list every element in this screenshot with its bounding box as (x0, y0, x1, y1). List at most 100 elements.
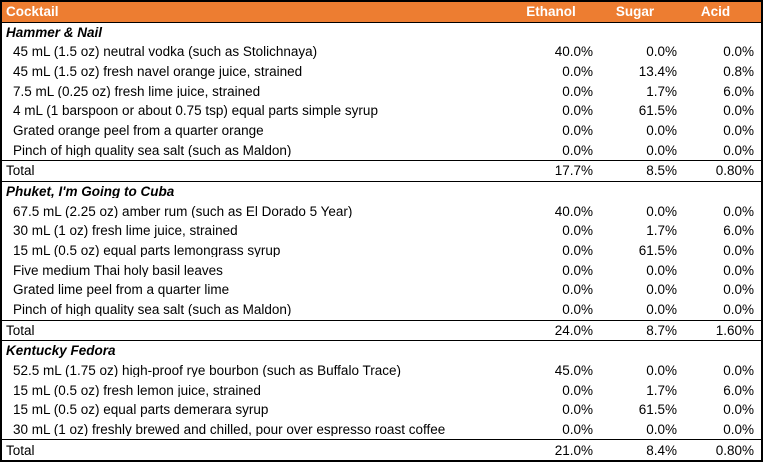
sugar-cell[interactable]: 0.0% (646, 422, 677, 437)
ethanol-cell[interactable]: 0.0% (562, 65, 593, 79)
ingredient-cell[interactable]: 15 mL (0.5 oz) fresh lemon juice, strain… (13, 383, 261, 398)
sugar-cell[interactable]: 0.0% (646, 302, 677, 317)
ingredient-row: 30 mL (1 oz) freshly brewed and chilled,… (2, 420, 761, 440)
ingredient-cell[interactable]: 45 mL (1.5 oz) fresh navel orange juice,… (13, 65, 303, 79)
ingredient-row: Grated orange peel from a quarter orange… (2, 121, 761, 141)
sugar-cell[interactable]: 0.0% (646, 263, 677, 278)
acid-cell[interactable]: 0.0% (723, 143, 754, 158)
ethanol-cell[interactable]: 0.0% (562, 283, 593, 297)
total-label[interactable]: Total (6, 164, 35, 178)
acid-cell[interactable]: 0.0% (723, 283, 754, 297)
total-row: Total 21.0% 8.4% 0.80% (2, 439, 761, 460)
ethanol-cell[interactable]: 0.0% (562, 302, 593, 317)
ingredient-cell[interactable]: Pinch of high quality sea salt (such as … (13, 143, 292, 158)
total-label[interactable]: Total (6, 323, 35, 338)
ethanol-cell[interactable]: 0.0% (562, 143, 593, 158)
sugar-cell[interactable]: 13.4% (638, 65, 677, 79)
ethanol-cell[interactable]: 0.0% (562, 124, 593, 138)
ingredient-cell[interactable]: Grated orange peel from a quarter orange (13, 124, 264, 138)
section-header-row: Hammer & Nail (2, 23, 761, 43)
header-cell-cocktail[interactable]: Cocktail (6, 5, 59, 19)
ingredient-cell[interactable]: 15 mL (0.5 oz) equal parts demerara syru… (13, 403, 269, 417)
sugar-cell[interactable]: 1.7% (646, 383, 677, 398)
ingredient-row: Pinch of high quality sea salt (such as … (2, 141, 761, 161)
sugar-cell[interactable]: 61.5% (638, 403, 677, 417)
sugar-cell[interactable]: 0.0% (646, 124, 677, 138)
acid-cell[interactable]: 0.0% (723, 263, 754, 278)
sugar-cell[interactable]: 8.5% (646, 164, 677, 178)
section-name[interactable]: Kentucky Fedora (6, 344, 116, 358)
acid-cell[interactable]: 0.0% (723, 403, 754, 417)
sugar-cell[interactable]: 0.0% (646, 363, 677, 378)
sugar-cell[interactable]: 8.4% (646, 443, 677, 458)
sugar-cell[interactable]: 1.7% (646, 224, 677, 238)
column-header-row: Cocktail Ethanol Sugar Acid (2, 2, 761, 23)
ingredient-row: 15 mL (0.5 oz) fresh lemon juice, strain… (2, 380, 761, 400)
sugar-cell[interactable]: 0.0% (646, 45, 677, 59)
sugar-cell[interactable]: 61.5% (638, 243, 677, 258)
ethanol-cell[interactable]: 0.0% (562, 243, 593, 258)
acid-cell[interactable]: 0.0% (723, 45, 754, 59)
acid-cell[interactable]: 0.0% (723, 204, 754, 219)
ethanol-cell[interactable]: 24.0% (554, 323, 593, 338)
ingredient-cell[interactable]: 30 mL (1 oz) freshly brewed and chilled,… (13, 422, 446, 437)
header-cell-sugar[interactable]: Sugar (615, 5, 655, 19)
ingredient-row: 45 mL (1.5 oz) fresh navel orange juice,… (2, 62, 761, 82)
section-name[interactable]: Hammer & Nail (6, 25, 103, 40)
ingredient-cell[interactable]: Pinch of high quality sea salt (such as … (13, 302, 292, 317)
acid-cell[interactable]: 0.0% (723, 243, 754, 258)
ingredient-cell[interactable]: 4 mL (1 barspoon or about 0.75 tsp) equa… (13, 104, 378, 118)
ethanol-cell[interactable]: 0.0% (562, 403, 593, 417)
ethanol-cell[interactable]: 40.0% (554, 45, 593, 59)
acid-cell[interactable]: 0.80% (715, 164, 754, 178)
acid-cell[interactable]: 0.0% (723, 422, 754, 437)
sugar-cell[interactable]: 8.7% (646, 323, 677, 338)
acid-cell[interactable]: 0.0% (723, 363, 754, 378)
ingredient-cell[interactable]: 45 mL (1.5 oz) neutral vodka (such as St… (13, 45, 318, 59)
acid-cell[interactable]: 6.0% (723, 224, 754, 238)
ingredient-cell[interactable]: 30 mL (1 oz) fresh lime juice, strained (13, 224, 238, 238)
ethanol-cell[interactable]: 21.0% (554, 443, 593, 458)
ethanol-cell[interactable]: 0.0% (562, 224, 593, 238)
total-row: Total 24.0% 8.7% 1.60% (2, 319, 761, 342)
acid-cell[interactable]: 0.8% (723, 65, 754, 79)
sugar-cell[interactable]: 0.0% (646, 143, 677, 158)
sugar-cell[interactable]: 1.7% (646, 84, 677, 99)
ingredient-row: Grated lime peel from a quarter lime 0.0… (2, 280, 761, 300)
sugar-cell[interactable]: 61.5% (638, 104, 677, 118)
ingredient-row: 67.5 mL (2.25 oz) amber rum (such as El … (2, 202, 761, 222)
acid-cell[interactable]: 0.0% (723, 104, 754, 118)
ethanol-cell[interactable]: 0.0% (562, 263, 593, 278)
acid-cell[interactable]: 0.0% (723, 124, 754, 138)
ingredient-cell[interactable]: 15 mL (0.5 oz) equal parts lemongrass sy… (13, 243, 281, 258)
header-cell-acid[interactable]: Acid (700, 5, 731, 19)
ethanol-cell[interactable]: 0.0% (562, 383, 593, 398)
sugar-cell[interactable]: 0.0% (646, 283, 677, 297)
total-label[interactable]: Total (6, 443, 35, 458)
ethanol-cell[interactable]: 0.0% (562, 422, 593, 437)
header-cell-ethanol[interactable]: Ethanol (526, 5, 576, 19)
ingredient-cell[interactable]: 67.5 mL (2.25 oz) amber rum (such as El … (13, 204, 353, 219)
sugar-cell[interactable]: 0.0% (646, 204, 677, 219)
section-header-row: Phuket, I'm Going to Cuba (2, 182, 761, 202)
ingredient-cell[interactable]: 7.5 mL (0.25 oz) fresh lime juice, strai… (13, 84, 261, 99)
ingredient-cell[interactable]: Grated lime peel from a quarter lime (13, 283, 230, 297)
ingredient-cell[interactable]: Five medium Thai holy basil leaves (13, 263, 223, 278)
ethanol-cell[interactable]: 17.7% (554, 164, 593, 178)
ingredient-row: 15 mL (0.5 oz) equal parts lemongrass sy… (2, 241, 761, 261)
acid-cell[interactable]: 6.0% (723, 383, 754, 398)
ethanol-cell[interactable]: 0.0% (562, 104, 593, 118)
ethanol-cell[interactable]: 40.0% (554, 204, 593, 219)
ethanol-cell[interactable]: 0.0% (562, 84, 593, 99)
ingredient-cell[interactable]: 52.5 mL (1.75 oz) high-proof rye bourbon… (13, 363, 401, 378)
acid-cell[interactable]: 6.0% (723, 84, 754, 99)
ethanol-cell[interactable]: 45.0% (554, 363, 593, 378)
total-row: Total 17.7% 8.5% 0.80% (2, 160, 761, 182)
section-name[interactable]: Phuket, I'm Going to Cuba (6, 184, 175, 199)
ingredient-row: 7.5 mL (0.25 oz) fresh lime juice, strai… (2, 82, 761, 102)
acid-cell[interactable]: 0.80% (715, 443, 754, 458)
acid-cell[interactable]: 1.60% (715, 323, 754, 338)
acid-cell[interactable]: 0.0% (723, 302, 754, 317)
ingredient-row: 52.5 mL (1.75 oz) high-proof rye bourbon… (2, 361, 761, 381)
